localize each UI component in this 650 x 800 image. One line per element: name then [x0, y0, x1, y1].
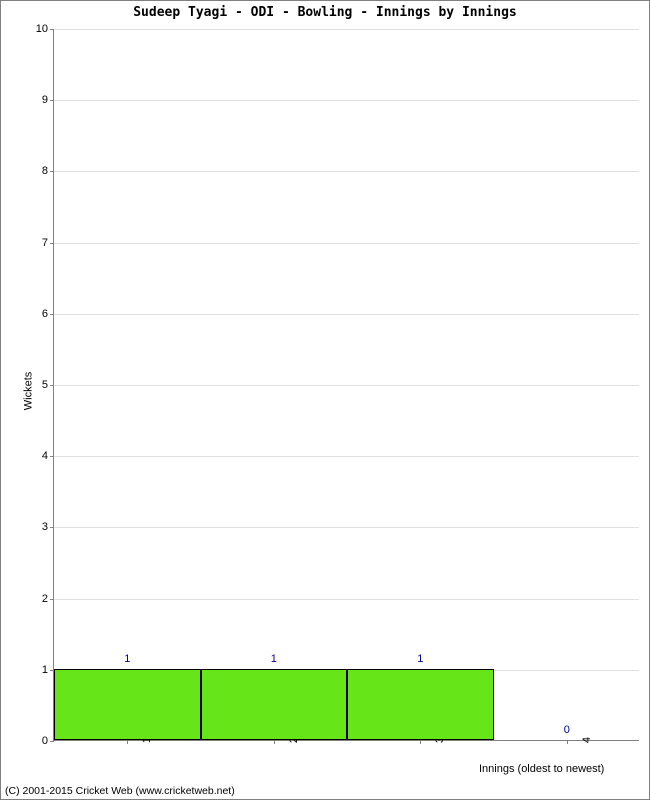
y-axis-label: Wickets	[22, 372, 34, 411]
y-tick-label: 4	[42, 450, 54, 462]
y-tick-label: 0	[42, 735, 54, 747]
gridline	[54, 456, 639, 457]
x-tick-label: 4	[567, 737, 593, 743]
bar	[347, 669, 494, 740]
bar	[201, 669, 348, 740]
y-tick-label: 10	[36, 23, 54, 35]
bar-value-label: 1	[417, 653, 423, 665]
y-tick-label: 9	[42, 94, 54, 106]
y-tick-label: 3	[42, 521, 54, 533]
gridline	[54, 171, 639, 172]
gridline	[54, 314, 639, 315]
bar	[54, 669, 201, 740]
y-tick-label: 6	[42, 308, 54, 320]
bar-value-label: 0	[564, 724, 570, 736]
y-tick-label: 8	[42, 165, 54, 177]
chart-title: Sudeep Tyagi - ODI - Bowling - Innings b…	[1, 5, 649, 20]
y-tick-label: 1	[42, 664, 54, 676]
gridline	[54, 527, 639, 528]
copyright-text: (C) 2001-2015 Cricket Web (www.cricketwe…	[5, 785, 235, 797]
gridline	[54, 243, 639, 244]
gridline	[54, 385, 639, 386]
gridline	[54, 100, 639, 101]
bar-value-label: 1	[124, 653, 130, 665]
chart-frame: Sudeep Tyagi - ODI - Bowling - Innings b…	[0, 0, 650, 800]
y-tick-label: 5	[42, 379, 54, 391]
x-axis-label: Innings (oldest to newest)	[479, 763, 604, 775]
y-tick-label: 7	[42, 237, 54, 249]
plot-area: 01234567891011213140	[53, 29, 639, 741]
gridline	[54, 599, 639, 600]
gridline	[54, 29, 639, 30]
y-tick-label: 2	[42, 593, 54, 605]
bar-value-label: 1	[271, 653, 277, 665]
